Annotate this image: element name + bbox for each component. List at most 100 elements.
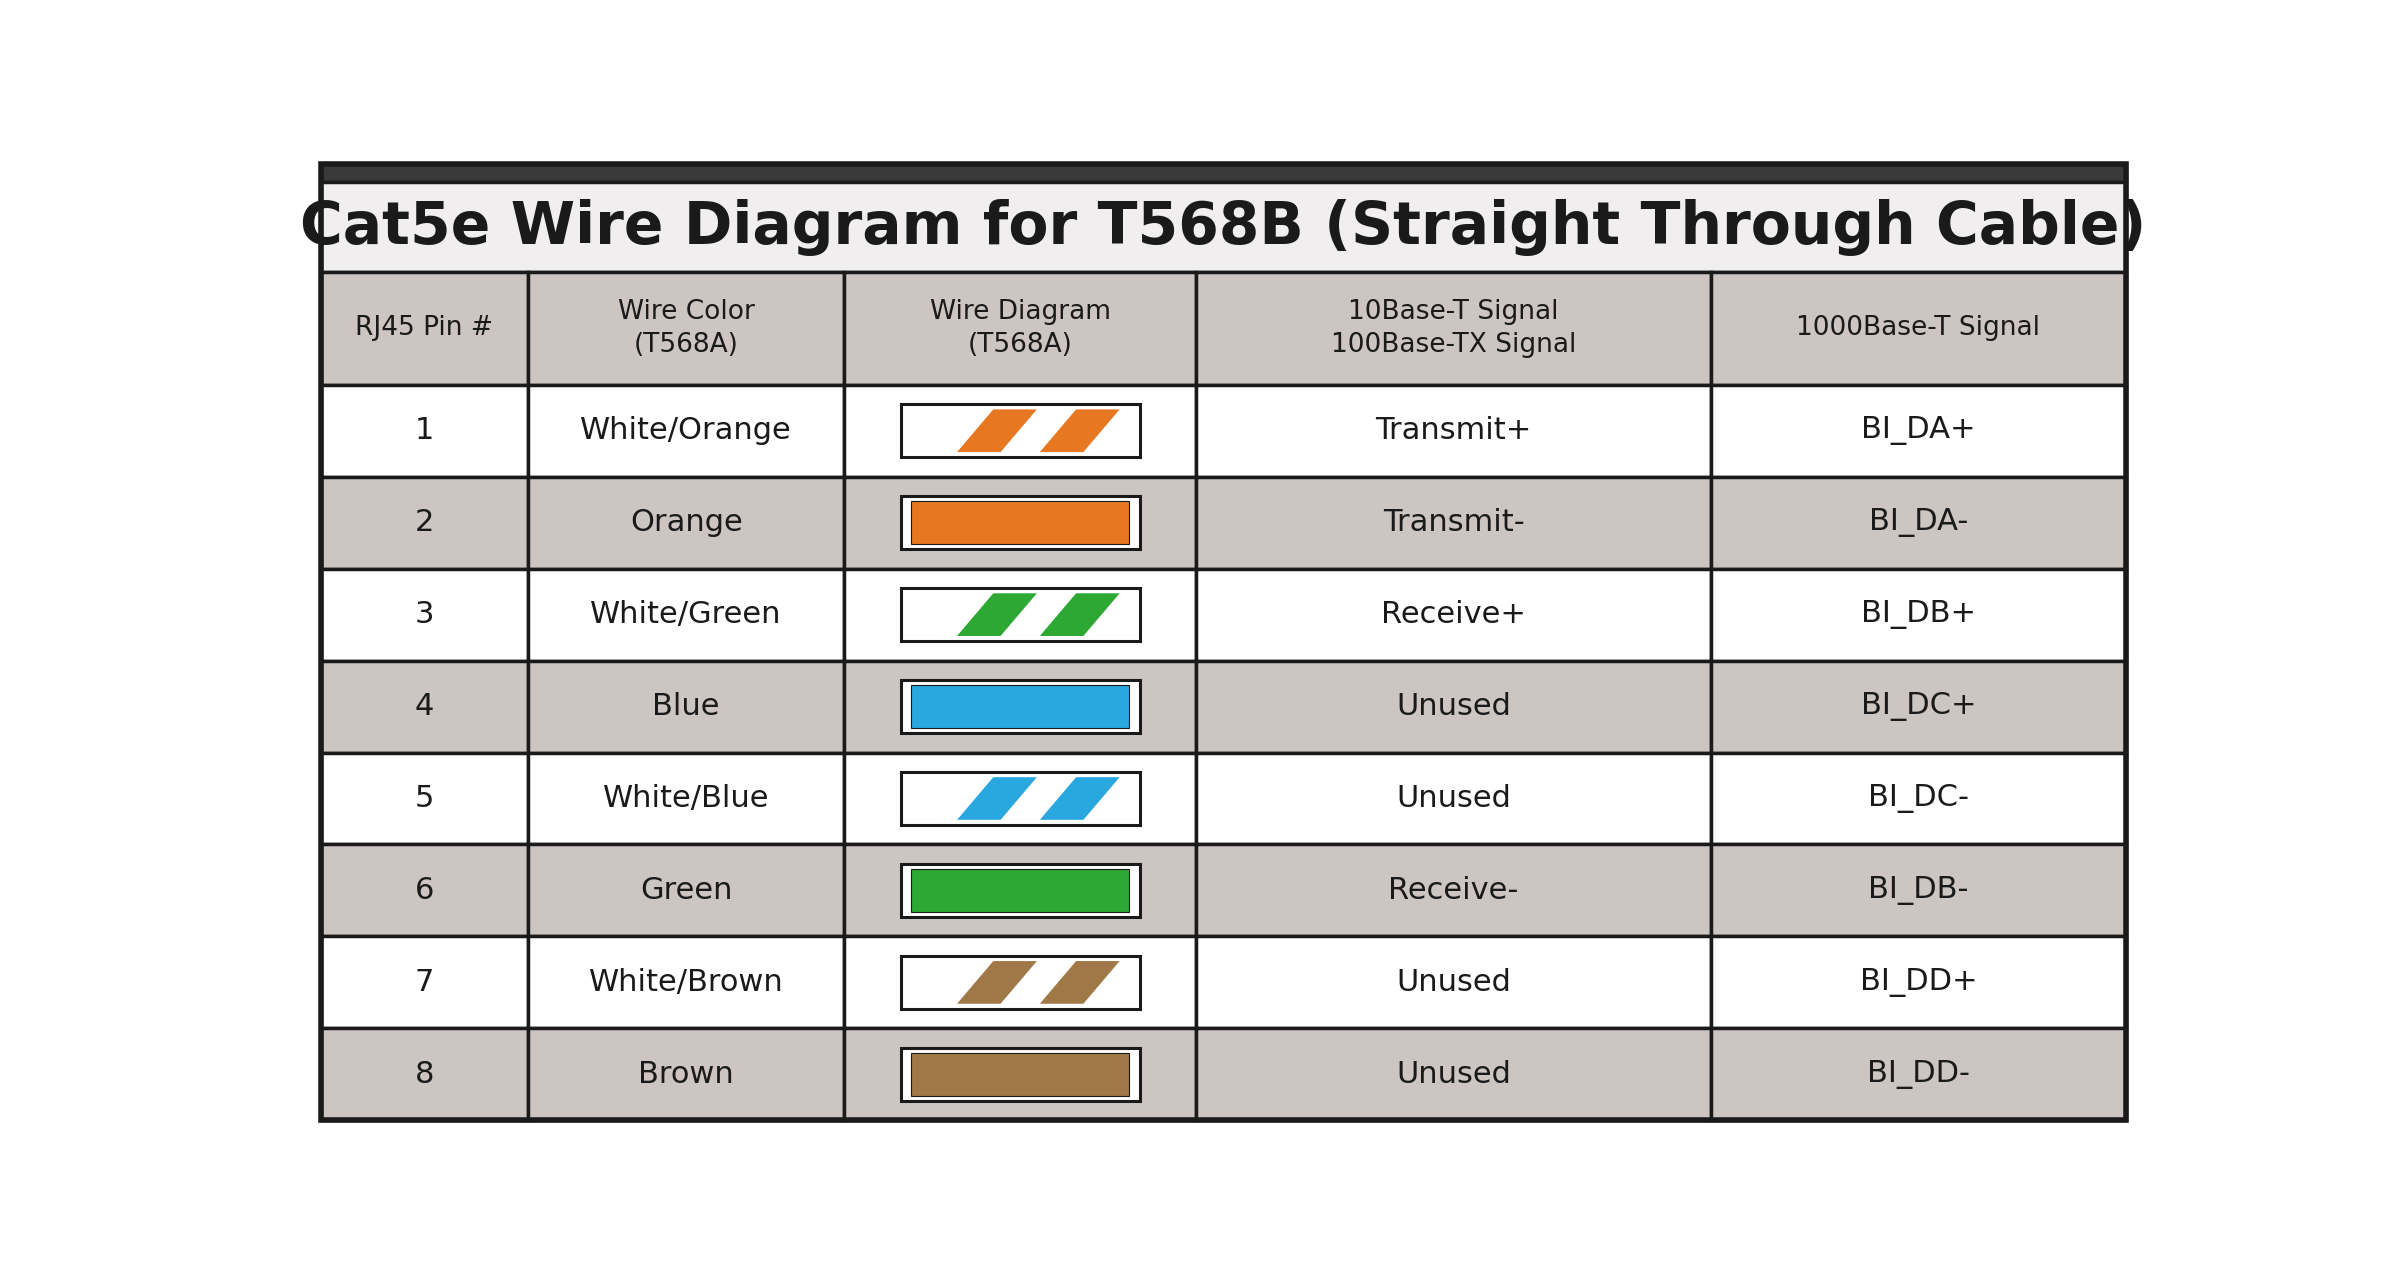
Bar [528,660,845,753]
Bar [845,477,1196,569]
Text: BI_DB+: BI_DB+ [1862,600,1976,630]
Bar [320,753,528,845]
Text: BI_DB-: BI_DB- [1869,876,1969,904]
Polygon shape [957,593,1036,636]
Text: Wire Diagram: Wire Diagram [929,299,1110,324]
Bar [1711,384,2127,477]
Text: BI_DC-: BI_DC- [1869,784,1969,813]
Text: Unused: Unused [1396,1060,1511,1089]
Text: 3: 3 [415,600,434,630]
Bar [1196,1028,1711,1121]
Bar [528,845,845,936]
Bar [320,936,528,1028]
Bar [528,477,845,569]
Bar [845,569,1196,660]
Text: BI_DC+: BI_DC+ [1859,692,1976,721]
Bar [900,772,1141,826]
Bar [1711,936,2127,1028]
Bar [845,845,1196,936]
Bar [900,1048,1141,1102]
Bar [900,404,1141,458]
Text: Wire Color: Wire Color [618,299,754,324]
Bar [528,753,845,845]
Bar [1196,272,1711,384]
Text: (T568A): (T568A) [967,332,1072,359]
Text: Transmit+: Transmit+ [1375,416,1532,445]
Bar [1196,477,1711,569]
Bar [1196,384,1711,477]
Bar [320,845,528,936]
Bar [1196,845,1711,936]
Bar [1711,660,2127,753]
Bar [320,477,528,569]
Text: White/Orange: White/Orange [580,416,792,445]
Bar [528,272,845,384]
Bar [845,272,1196,384]
Text: Unused: Unused [1396,784,1511,813]
Text: Green: Green [640,876,733,904]
Text: Transmit-: Transmit- [1382,509,1525,537]
Text: Cat5e Wire Diagram for T568B (Straight Through Cable): Cat5e Wire Diagram for T568B (Straight T… [301,198,2146,256]
Text: 1: 1 [415,416,434,445]
Polygon shape [1041,962,1120,1004]
Bar [1196,936,1711,1028]
Polygon shape [957,962,1036,1004]
Text: White/Brown: White/Brown [590,968,783,997]
Polygon shape [957,410,1036,452]
Bar [320,164,2127,182]
Bar [1711,845,2127,936]
Bar [320,660,528,753]
Bar [845,660,1196,753]
Polygon shape [1041,777,1120,820]
Bar [320,384,528,477]
Text: White/Blue: White/Blue [604,784,769,813]
Bar [845,936,1196,1028]
Text: 10Base-T Signal: 10Base-T Signal [1349,299,1559,324]
Bar [320,182,2127,272]
Text: 1000Base-T Signal: 1000Base-T Signal [1797,315,2041,341]
Bar [912,501,1129,544]
Bar [900,496,1141,550]
Bar [912,1053,1129,1095]
Text: Receive+: Receive+ [1382,600,1525,630]
Text: 6: 6 [415,876,434,904]
Text: RJ45 Pin #: RJ45 Pin # [356,315,494,341]
Bar [900,588,1141,641]
Bar [1196,660,1711,753]
Text: 8: 8 [415,1060,434,1089]
Bar [320,1028,528,1121]
Bar [912,686,1129,728]
Bar [1711,272,2127,384]
Bar [845,753,1196,845]
Polygon shape [1041,410,1120,452]
Text: 7: 7 [415,968,434,997]
Bar [528,384,845,477]
Bar [1711,753,2127,845]
Polygon shape [957,777,1036,820]
Text: 5: 5 [415,784,434,813]
Text: Orange: Orange [630,509,742,537]
Bar [1711,477,2127,569]
Text: BI_DA-: BI_DA- [1869,509,1969,537]
Text: 100Base-TX Signal: 100Base-TX Signal [1332,332,1575,359]
Text: BI_DD-: BI_DD- [1867,1060,1969,1089]
Bar [1711,1028,2127,1121]
Bar [1196,753,1711,845]
Text: Brown: Brown [637,1060,735,1089]
Bar [900,955,1141,1009]
Text: 2: 2 [415,509,434,537]
Polygon shape [1041,593,1120,636]
Text: White/Green: White/Green [590,600,783,630]
Text: 4: 4 [415,692,434,721]
Text: (T568A): (T568A) [635,332,738,359]
Text: Receive-: Receive- [1389,876,1518,904]
Bar [845,1028,1196,1121]
Bar [1196,569,1711,660]
Bar [912,869,1129,912]
Text: BI_DD+: BI_DD+ [1859,968,1976,997]
Text: Blue: Blue [652,692,721,721]
Bar [320,569,528,660]
Bar [528,1028,845,1121]
Bar [320,272,528,384]
Text: BI_DA+: BI_DA+ [1862,416,1976,445]
